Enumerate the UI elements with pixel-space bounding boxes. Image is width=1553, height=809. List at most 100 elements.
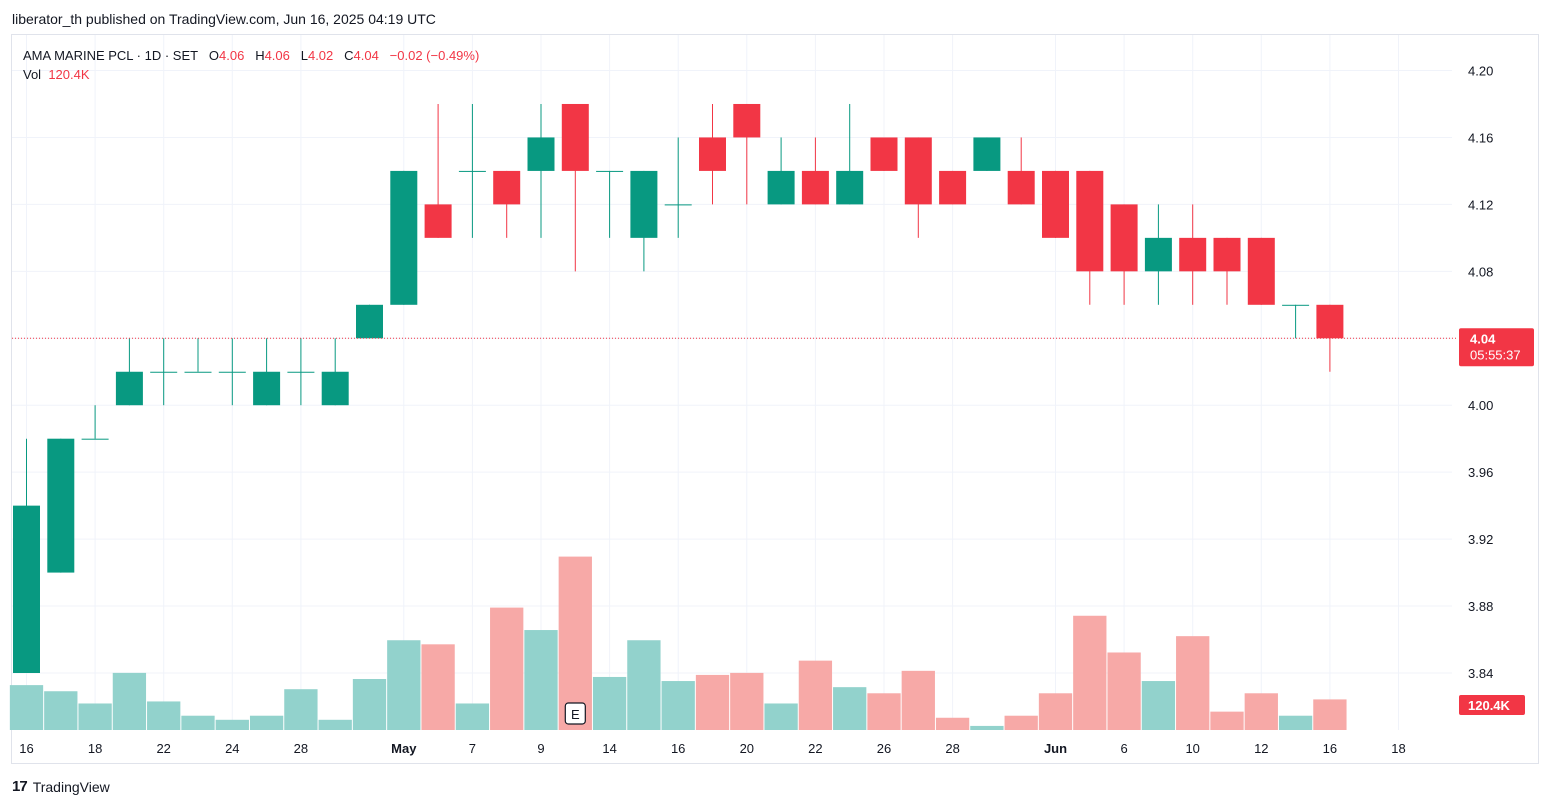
legend-high-value: 4.06 xyxy=(264,48,290,63)
x-tick-label: 6 xyxy=(1120,741,1127,756)
legend-volume-row: Vol 120.4K xyxy=(23,65,479,84)
candle-body xyxy=(13,505,40,673)
x-tick-label: May xyxy=(391,741,417,756)
candle-body xyxy=(1110,204,1138,272)
candle xyxy=(321,338,349,406)
volume-bar xyxy=(387,640,421,730)
candle xyxy=(870,137,898,171)
candle-body xyxy=(1282,304,1310,306)
published-line: liberator_th published on TradingView.co… xyxy=(12,11,436,27)
volume-bar xyxy=(901,670,935,730)
candle-body xyxy=(1247,237,1275,305)
candle xyxy=(13,438,40,673)
volume-bar xyxy=(1210,711,1244,730)
candle xyxy=(904,137,932,238)
volume-bar xyxy=(935,717,970,730)
candle xyxy=(596,170,624,238)
candle-body xyxy=(939,170,967,205)
candle-body xyxy=(287,371,315,373)
volume-bar xyxy=(1107,652,1141,730)
candle-body xyxy=(801,170,829,205)
x-tick-label: 18 xyxy=(1391,741,1405,756)
legend-high-label: H xyxy=(255,48,265,63)
candle xyxy=(81,405,109,440)
footer-brand[interactable]: 17 TradingView xyxy=(12,778,110,795)
candle xyxy=(424,103,452,238)
candle xyxy=(1007,137,1035,205)
candle xyxy=(115,338,143,406)
earnings-marker-box xyxy=(564,702,586,725)
candle-body xyxy=(1076,170,1104,272)
volume-bar xyxy=(112,672,147,730)
candle xyxy=(973,137,1001,171)
price-axis: 4.20 4.16 4.12 4.08 4.04 4.00 3.96 3.92 3.88 3.84 xyxy=(1468,64,1493,682)
legend-change: −0.02 (−0.49%) xyxy=(389,48,480,63)
legend-close-label: C xyxy=(344,48,354,63)
candle xyxy=(1316,304,1344,372)
candle-body xyxy=(184,371,212,373)
volume-bar xyxy=(1176,636,1210,730)
candle xyxy=(801,137,829,205)
y-tick-label: 3.96 xyxy=(1468,465,1493,480)
y-tick-label: 4.16 xyxy=(1468,130,1493,145)
candle xyxy=(1144,204,1172,305)
y-tick-label: 4.12 xyxy=(1468,197,1493,212)
candle-body xyxy=(390,170,418,305)
x-tick-label: 10 xyxy=(1185,741,1199,756)
candle-body xyxy=(424,204,452,238)
tradingview-logo-icon: 17 xyxy=(12,778,28,795)
volume-bar xyxy=(181,715,215,730)
legend-close-value: 4.04 xyxy=(353,48,379,63)
candle-body xyxy=(458,170,486,172)
volume-bar xyxy=(695,674,730,730)
candle xyxy=(218,338,246,406)
legend-symbol[interactable]: AMA MARINE PCL · 1D · SET xyxy=(23,48,199,63)
candle-body xyxy=(561,103,589,171)
y-tick-label: 4.20 xyxy=(1468,64,1493,79)
x-tick-label: 22 xyxy=(156,741,170,756)
x-tick-label: 28 xyxy=(945,741,959,756)
volume-bar xyxy=(215,719,249,730)
candle xyxy=(184,338,212,373)
footer-brand-name: TradingView xyxy=(32,778,110,795)
volume-bar xyxy=(9,685,44,730)
candle xyxy=(390,170,418,305)
volume-bar xyxy=(1004,715,1038,730)
candle xyxy=(493,170,521,238)
candle-body xyxy=(218,371,246,373)
volume-bar xyxy=(970,725,1004,730)
candle-body xyxy=(1316,304,1344,339)
y-tick-label: 3.88 xyxy=(1468,599,1493,614)
volume-bars xyxy=(9,556,1347,730)
y-tick-label: 3.84 xyxy=(1468,666,1493,681)
volume-bar xyxy=(661,681,695,730)
candle-body xyxy=(664,204,692,206)
volume-bar xyxy=(833,687,867,730)
candle xyxy=(836,103,864,205)
candle xyxy=(561,103,589,272)
x-tick-label: 20 xyxy=(740,741,754,756)
x-tick-label: 16 xyxy=(1323,741,1337,756)
time-axis: 16 18 22 24 28 May 7 9 14 16 20 22 26 28 Jun 6 10 12 16 18 xyxy=(19,741,1405,756)
candle-body xyxy=(493,170,521,205)
volume-bar xyxy=(524,630,558,730)
candle-body xyxy=(767,170,795,205)
candle xyxy=(150,338,178,406)
candle-body xyxy=(321,371,349,406)
candle-body xyxy=(356,304,383,339)
legend-vol-label[interactable]: Vol xyxy=(23,67,42,82)
volume-badge: 120.4K xyxy=(1459,695,1525,715)
volume-bar xyxy=(147,701,181,730)
volume-bar xyxy=(764,703,798,730)
candle xyxy=(1042,170,1069,238)
candle-body xyxy=(836,170,864,205)
candles xyxy=(13,103,1344,673)
chart-frame xyxy=(11,34,1539,764)
candle-body xyxy=(47,438,75,573)
candle-body xyxy=(733,103,761,138)
candle xyxy=(1076,170,1104,305)
legend-ohlc-row: AMA MARINE PCL · 1D · SET O4.06 H4.06 L4… xyxy=(23,46,479,65)
